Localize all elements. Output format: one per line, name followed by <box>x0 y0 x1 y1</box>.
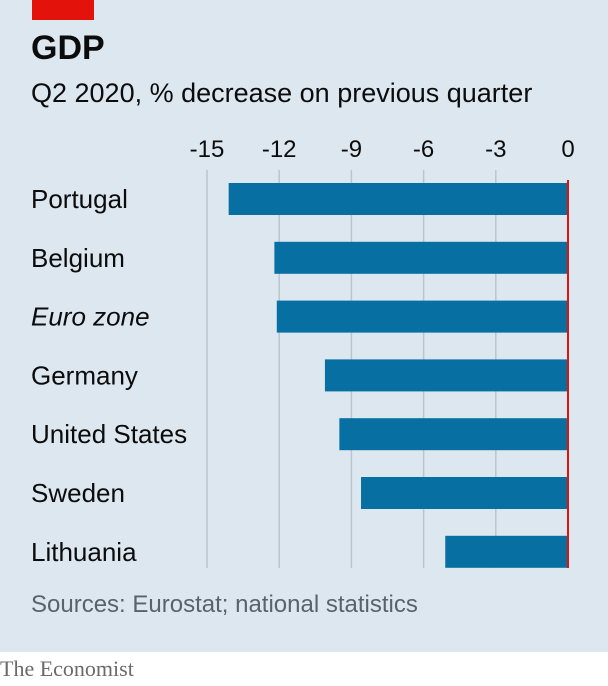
category-label: Germany <box>31 360 138 390</box>
bar <box>324 359 568 392</box>
brand-tag <box>32 0 94 20</box>
bar <box>228 183 568 215</box>
x-tick-label: -6 <box>413 136 434 163</box>
bar <box>276 300 568 333</box>
bar <box>339 418 568 451</box>
category-label: Lithuania <box>31 537 137 567</box>
x-tick-label: -12 <box>262 136 297 163</box>
category-label: Belgium <box>31 243 125 273</box>
category-labels: Portugal Belgium Euro zone Germany United St… <box>31 184 187 567</box>
category-label: Euro zone <box>31 302 150 332</box>
category-label: United States <box>31 419 187 449</box>
x-tick-label: 0 <box>561 136 574 163</box>
bars <box>228 183 568 568</box>
category-label: Portugal <box>31 184 128 214</box>
chart-subtitle: Q2 2020, % decrease on previous quarter <box>31 78 533 108</box>
source-note: Sources: Eurostat; national statistics <box>31 591 418 618</box>
bar-chart: -15 -12 -9 -6 -3 0 Portugal Belgium Euro zone Ge… <box>31 136 575 568</box>
x-tick-label: -15 <box>190 136 225 163</box>
bar <box>274 241 568 274</box>
bar <box>361 477 568 509</box>
category-label: Sweden <box>31 478 125 508</box>
bar <box>445 535 568 568</box>
economist-logo: The Economist <box>0 656 134 681</box>
chart-title: GDP <box>31 29 105 67</box>
tick-labels: -15 -12 -9 -6 -3 0 <box>190 136 575 163</box>
x-tick-label: -3 <box>485 136 506 163</box>
x-tick-label: -9 <box>341 136 362 163</box>
